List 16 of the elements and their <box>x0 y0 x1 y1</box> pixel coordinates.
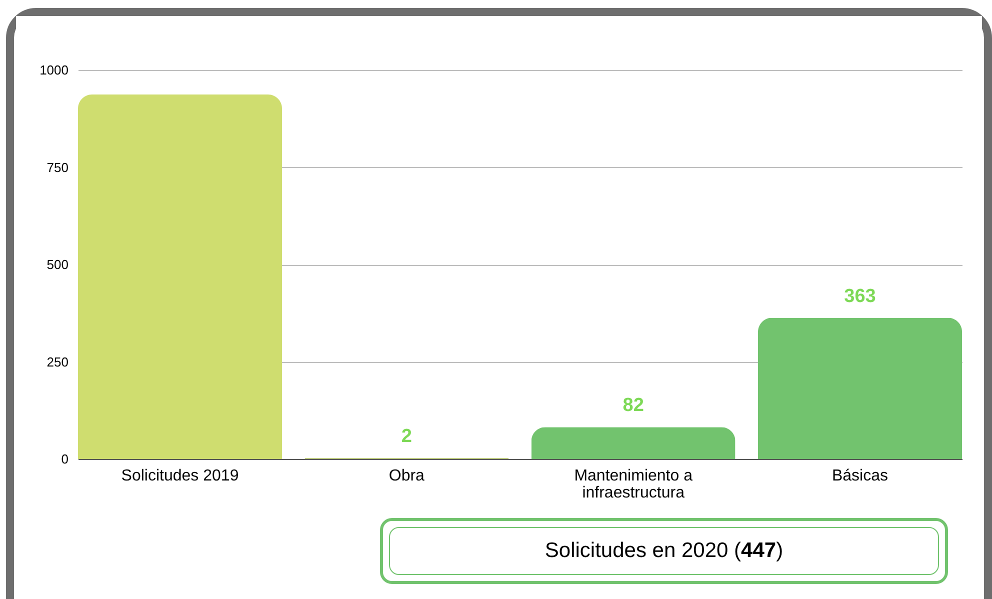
x-tick-label: Solicitudes 2019 <box>121 468 239 484</box>
bar <box>531 427 736 459</box>
bar <box>78 94 282 459</box>
y-tick-label: 0 <box>61 452 68 466</box>
bar <box>758 318 962 459</box>
y-tick-label: 250 <box>46 354 68 370</box>
x-tick-label: Mantenimiento a infraestructura <box>574 468 693 502</box>
data-label: 82 <box>622 395 644 416</box>
text: Solicitudes en 2020 (447) <box>389 527 939 575</box>
data-label: 2 <box>401 426 412 448</box>
y-tick-label: 750 <box>46 160 68 175</box>
x-tick-label: Básicas <box>832 468 888 484</box>
y-tick-label: 1000 <box>40 62 68 78</box>
y-tick-label: 500 <box>46 257 68 272</box>
data-label: 363 <box>844 286 876 307</box>
x-tick-label: Obra <box>388 468 425 484</box>
